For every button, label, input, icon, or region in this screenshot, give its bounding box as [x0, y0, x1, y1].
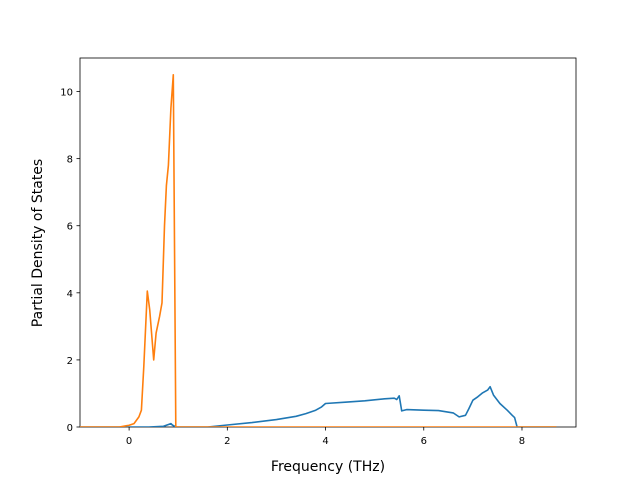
y-tick-label: 4 — [67, 289, 73, 300]
x-tick-label: 2 — [224, 436, 230, 447]
plot-frame — [79, 57, 577, 428]
x-tick-label: 8 — [519, 436, 525, 447]
plot-area — [79, 57, 577, 428]
y-tick-label: 10 — [60, 88, 73, 99]
series-layer — [80, 74, 557, 427]
y-tick-label: 8 — [67, 155, 73, 166]
x-tick-label: 4 — [322, 436, 328, 447]
y-tick-label: 0 — [67, 423, 73, 434]
y-tick-label: 6 — [67, 222, 73, 233]
y-tick-label: 2 — [67, 356, 73, 367]
series-line-2 — [80, 74, 557, 427]
series-line-1 — [80, 385, 557, 427]
x-tick-label: 6 — [421, 436, 427, 447]
x-axis-ticks: 0 2 4 6 8 — [126, 427, 525, 447]
y-axis-ticks: 0 2 4 6 8 10 — [60, 88, 80, 434]
x-tick-label: 0 — [126, 436, 132, 447]
y-axis-label: Partial Density of States — [30, 159, 46, 327]
x-axis-label: Frequency (THz) — [271, 459, 385, 475]
